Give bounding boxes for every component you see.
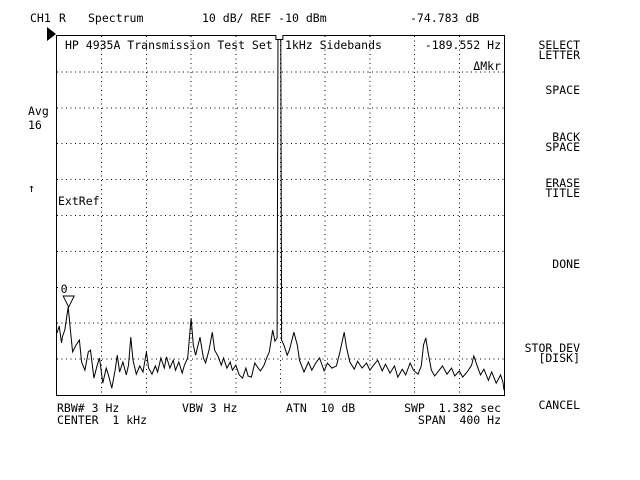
softkey-erase-title[interactable]: ERASE TITLE (545, 176, 580, 200)
marker-0-label: 0 (61, 282, 68, 296)
softkey-back-space[interactable]: BACK SPACE (545, 130, 580, 154)
attenuation-readout: ATN 10 dB (286, 401, 356, 415)
span-readout: SPAN 400 Hz (417, 413, 501, 427)
softkey-cancel[interactable]: CANCEL (538, 398, 580, 412)
screen-title: HP 4935A Transmission Test Set (65, 38, 273, 52)
softkey-space[interactable]: SPACE (545, 83, 580, 97)
spectrum-trace (56, 35, 505, 391)
softkey-select-letter[interactable]: SELECT LETTER (538, 38, 580, 62)
softkey-done[interactable]: DONE (552, 257, 580, 271)
channel-label: CH1 (30, 11, 51, 25)
rbw-readout: RBW# 3 Hz (57, 401, 120, 415)
scale-ref-readout: 10 dB/ REF -10 dBm (202, 11, 327, 25)
trigger-arrow-icon: ↑ (28, 181, 35, 195)
active-trace-pointer-icon (47, 27, 56, 41)
carrier-marker-icon (275, 35, 284, 40)
spectrum-plot: 0 (56, 35, 505, 396)
vbw-readout: VBW 3 Hz (182, 401, 238, 415)
delta-marker-mode-label: ΔMkr (473, 59, 501, 73)
trace-source-label: R (59, 11, 66, 25)
delta-amplitude-readout: -74.783 dB (410, 11, 480, 25)
mode-label: Spectrum (88, 11, 144, 25)
avg-count: 16 (28, 118, 42, 132)
ext-ref-label: ExtRef (58, 194, 100, 208)
screen-title-note: 1kHz Sidebands (285, 38, 382, 52)
delta-frequency-readout: -189.552 Hz (424, 38, 501, 52)
softkey-stor-dev-disk[interactable]: STOR DEV [DISK] (524, 341, 580, 365)
sweep-time-readout: SWP 1.382 sec (404, 401, 501, 415)
center-freq-readout: CENTER 1 kHz (57, 413, 148, 427)
avg-label: Avg (28, 104, 49, 118)
marker-0-icon (62, 295, 75, 309)
